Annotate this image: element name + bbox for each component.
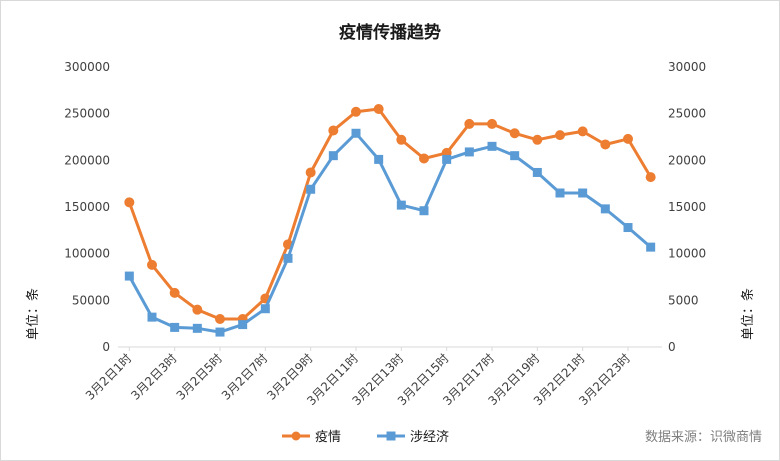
series-b-point (192, 323, 202, 333)
series-b-point (374, 154, 384, 164)
legend-series-a-label: 疫情 (315, 429, 341, 445)
y-left-tick-label: 50000 (72, 293, 110, 307)
series-b-point (532, 167, 542, 177)
series-a-point (124, 197, 135, 208)
series-a-point (215, 314, 225, 324)
legend-series-a-marker (291, 431, 301, 441)
x-tick-label: 3月2日5时 (174, 351, 226, 403)
series-b-line (127, 131, 652, 334)
series-b-point (646, 242, 656, 252)
legend-series-b-label: 涉经济 (410, 430, 449, 445)
series-b-point (623, 223, 633, 233)
series-a-point (351, 106, 361, 117)
y-right-tick-label: 30000 (668, 60, 706, 74)
series-b-point (419, 206, 429, 216)
chart-title: 疫情传播趋势 (339, 22, 441, 43)
y-left-tick-label: 200000 (64, 153, 110, 167)
y-left-tick-label: 100000 (64, 247, 110, 261)
series-b-point (510, 151, 520, 161)
series-a-point (600, 139, 611, 150)
series-b-point (600, 204, 610, 214)
series-a-point (328, 125, 339, 136)
y-right-tick-label: 5000 (668, 293, 699, 307)
series-a-point (645, 172, 656, 183)
series-b-point (306, 184, 316, 194)
series-a-line (127, 107, 652, 321)
series-b-point (328, 151, 338, 161)
y-left-tick-label: 0 (102, 340, 110, 354)
series-b-point (396, 200, 406, 210)
y-left-tick-label: 250000 (64, 107, 110, 121)
series-a-point (192, 304, 203, 315)
y-right-tick-label: 10000 (668, 247, 706, 261)
series-a-point (373, 104, 384, 114)
x-tick-label: 3月2日3时 (128, 351, 180, 403)
y-right-tick-label: 15000 (668, 200, 706, 214)
series-a-point (509, 128, 520, 139)
source-note: 数据来源：识微商情 (645, 430, 762, 445)
y-right-tick-label: 25000 (668, 107, 706, 121)
series-a-point (464, 118, 475, 129)
x-tick-label: 3月2日1时 (83, 351, 135, 403)
series-a-point (577, 126, 588, 137)
y-right-tick-label: 20000 (668, 153, 706, 167)
y-right-tick-label: 0 (668, 340, 676, 354)
left-axis-label: 单位：条 (25, 288, 41, 340)
series-a-point (305, 167, 316, 178)
series-b-point (238, 320, 248, 330)
legend-series-b-marker (386, 431, 396, 441)
series-a-point (623, 133, 633, 144)
x-tick-label: 3月2日7时 (219, 351, 271, 403)
series-b-point (578, 188, 588, 198)
series-a-point (169, 287, 180, 298)
series-b-point (555, 188, 565, 198)
series-b-point (124, 271, 134, 281)
series-a-point (147, 259, 157, 270)
series-a-point (555, 130, 565, 141)
y-left-tick-label: 150000 (64, 200, 110, 214)
y-left-tick-label: 300000 (64, 60, 110, 74)
series-b-point (442, 154, 452, 164)
series-b-point (215, 327, 225, 337)
series-a-point (487, 118, 497, 129)
series-b-point (260, 304, 270, 314)
series-a-point (419, 153, 429, 164)
series-b-point (351, 128, 361, 138)
series-b-point (147, 312, 157, 322)
right-axis-label: 单位：条 (740, 288, 756, 340)
series-b-point (464, 147, 474, 157)
series-b-point (487, 141, 497, 151)
series-a-point (396, 134, 407, 145)
series-b-point (283, 253, 293, 263)
series-a-point (532, 134, 543, 145)
series-b-point (170, 322, 180, 332)
legend: 疫情 涉经济 (282, 429, 449, 445)
